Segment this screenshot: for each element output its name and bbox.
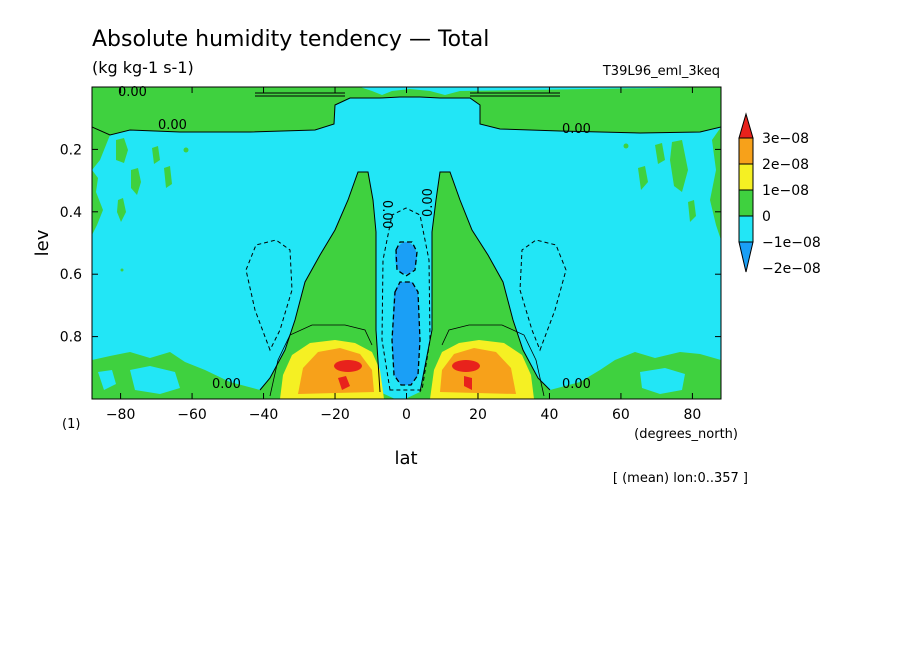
field-pos-blob: [670, 140, 688, 192]
contour-top-band: [255, 92, 560, 97]
x-tick-label: −40: [249, 407, 279, 423]
colorbar-label: −2e−08: [762, 261, 821, 277]
contour-label: 0.00: [562, 122, 591, 137]
y-axis: 0.2 0.4 0.6 0.8: [60, 142, 721, 346]
contour-label: 0.00: [421, 188, 436, 217]
x-tick-label: −80: [106, 407, 136, 423]
field-red-left: [334, 360, 362, 372]
contour-pos-inner: [269, 324, 545, 397]
field-pos-top-band: [92, 87, 721, 170]
y-axis-unit: (1): [62, 417, 80, 432]
y-axis-label: lev: [32, 229, 53, 256]
field-blue-lower: [392, 282, 420, 385]
contour-label: 0.00: [212, 377, 241, 392]
x-tick-label: −20: [320, 407, 350, 423]
colorbar-segment: [738, 137, 754, 165]
colorbar: 3e−08 2e−08 1e−08 0 −1e−08 −2e−08: [738, 112, 821, 277]
field-pos-dot: [623, 143, 629, 149]
contour-label: 0.00: [379, 200, 394, 229]
field-orange-right: [440, 348, 516, 394]
contour-label: 0.00: [158, 118, 187, 133]
colorbar-segment: [738, 215, 754, 243]
colorbar-segment: [738, 163, 754, 191]
chart-title: Absolute humidity tendency — Total: [92, 27, 489, 52]
x-tick-label: 20: [469, 407, 487, 423]
y-tick-label: 0.4: [60, 205, 82, 221]
colorbar-label: 0: [762, 209, 771, 225]
colorbar-arrow-top: [738, 112, 754, 139]
field-neg-hole: [130, 366, 180, 394]
field-pos-blob: [117, 198, 126, 222]
field-pos-dot: [183, 147, 189, 153]
field-pos-left-edge: [92, 170, 103, 235]
x-tick-label: 60: [612, 407, 630, 423]
x-tick-label: −60: [177, 407, 207, 423]
field-pos-blob: [116, 138, 128, 163]
contour-neg-dashed-right: [519, 239, 567, 352]
field-neg-hole: [98, 370, 116, 390]
field-pos-blob: [638, 166, 648, 190]
contour-zero-arms: [259, 171, 551, 393]
colorbar-label: 3e−08: [762, 131, 809, 147]
chart-units: (kg kg-1 s-1): [92, 58, 194, 77]
footnote: [ (mean) lon:0..357 ]: [613, 471, 748, 486]
x-axis-units: (degrees_north): [634, 427, 738, 442]
colorbar-label: −1e−08: [762, 235, 821, 251]
contour-label: 0.00: [118, 85, 147, 100]
contour-neg-dashed: [381, 207, 431, 391]
colorbar-label: 2e−08: [762, 157, 809, 173]
field-pos-blob: [164, 166, 172, 188]
field-red-right: [452, 360, 480, 372]
field-neg-hole: [640, 368, 685, 394]
field-pos-blob: [655, 143, 665, 164]
colorbar-label: 1e−08: [762, 183, 809, 199]
field-pos-blob: [688, 200, 696, 222]
x-tick-label: 0: [402, 407, 411, 423]
contour-lines: [92, 92, 721, 397]
contour-zero: [92, 96, 721, 136]
colorbar-segment: [738, 189, 754, 217]
y-tick-label: 0.8: [60, 330, 82, 346]
x-tick-label: 40: [541, 407, 559, 423]
contour-neg-core: [391, 241, 421, 386]
field-pos-dot: [120, 268, 124, 272]
colorbar-arrow-bottom: [738, 241, 754, 273]
x-axis-label: lat: [394, 448, 417, 469]
field-red-right-small: [464, 376, 472, 390]
field-pos-blob: [131, 168, 141, 195]
field-orange-left: [298, 348, 374, 394]
contour-label: 0.00: [562, 377, 591, 392]
experiment-label: T39L96_eml_3keq: [602, 64, 720, 79]
y-tick-label: 0.6: [60, 267, 82, 283]
contour-labels: 0.00 0.00 0.00 0.00 0.00 0.00 0.00: [118, 85, 591, 392]
field-red-left-small: [338, 376, 350, 390]
x-axis: −80 −60 −40 −20 0 20 40 60 80: [106, 87, 701, 423]
y-tick-label: 0.2: [60, 142, 82, 158]
x-tick-label: 80: [683, 407, 701, 423]
field-blue-upper: [395, 242, 417, 274]
field-pos-blob: [152, 146, 160, 164]
contour-neg-dashed-left: [245, 239, 293, 352]
